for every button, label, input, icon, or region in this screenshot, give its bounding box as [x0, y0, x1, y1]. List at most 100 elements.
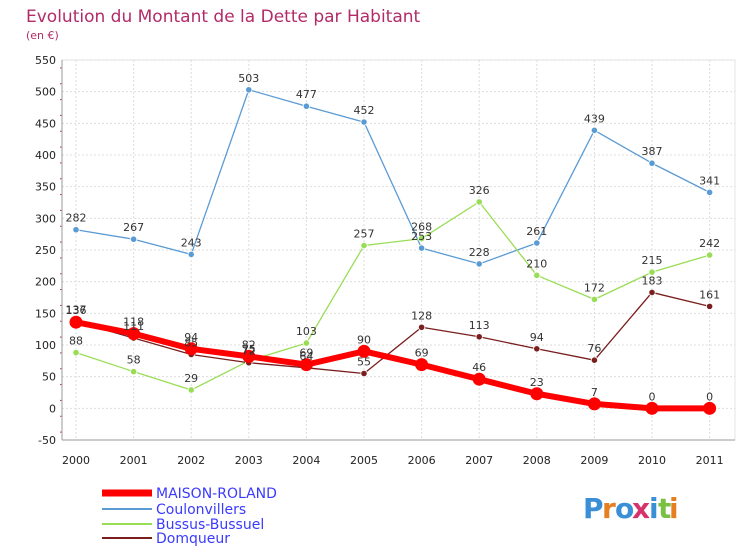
data-point — [590, 126, 599, 134]
data-label: 210 — [526, 257, 547, 270]
logo-letter: r — [602, 492, 616, 525]
y-tick-label: 550 — [35, 54, 56, 67]
data-label: 111 — [123, 320, 144, 333]
data-point — [475, 260, 483, 268]
x-tick-label: 2001 — [120, 454, 148, 467]
series-line-maison-roland — [73, 319, 713, 412]
data-point — [360, 118, 368, 126]
y-tick-label: 350 — [35, 181, 56, 194]
logo-letter: o — [615, 492, 634, 525]
data-point — [417, 244, 426, 252]
x-tick-label: 2006 — [408, 454, 436, 467]
data-label: 118 — [123, 316, 144, 329]
legend-entry: MAISON-ROLAND — [156, 486, 277, 502]
data-label: 326 — [469, 184, 490, 197]
data-label: 82 — [242, 338, 256, 351]
data-label: 387 — [642, 145, 663, 158]
x-tick-label: 2003 — [235, 454, 263, 467]
data-point — [360, 241, 368, 250]
data-label: 268 — [411, 221, 432, 234]
data-label: 75 — [242, 343, 256, 356]
logo-letter: x — [632, 492, 650, 525]
data-label: 503 — [238, 72, 259, 85]
data-label: 90 — [357, 333, 371, 346]
data-point — [360, 369, 368, 378]
data-point — [533, 239, 541, 247]
x-tick-label: 2000 — [62, 454, 90, 467]
data-label: 282 — [66, 212, 87, 225]
series-layer — [69, 86, 717, 415]
data-point — [475, 198, 483, 206]
data-point — [705, 302, 714, 310]
logo-letter: i — [669, 492, 679, 525]
x-tick-label: 2010 — [638, 454, 666, 467]
data-label: 257 — [354, 228, 375, 241]
data-point — [245, 86, 253, 94]
data-point — [187, 250, 195, 259]
data-point — [533, 271, 541, 279]
data-point — [187, 386, 195, 394]
data-label: 113 — [469, 319, 490, 332]
data-label: 228 — [469, 246, 490, 259]
data-point — [72, 226, 80, 234]
data-label: 261 — [526, 225, 547, 238]
y-tick-label: 500 — [35, 86, 56, 99]
y-tick-label: 200 — [35, 276, 56, 289]
y-tick-label: 400 — [35, 149, 56, 162]
data-label: 29 — [184, 372, 198, 385]
data-point — [299, 358, 313, 372]
data-label: 94 — [530, 331, 544, 344]
logo-letter: i — [649, 492, 659, 525]
y-tick-label: 150 — [35, 307, 56, 320]
data-label: 0 — [649, 390, 656, 403]
y-tick-label: -50 — [38, 434, 56, 447]
data-label: 23 — [530, 376, 544, 389]
logo-letter: P — [583, 492, 604, 525]
data-point — [415, 358, 429, 372]
data-point — [533, 345, 541, 353]
data-point — [184, 342, 198, 356]
x-tick-label: 2004 — [292, 454, 320, 467]
data-point — [475, 333, 483, 341]
data-label: 46 — [472, 361, 486, 374]
x-tick-label: 2007 — [465, 454, 493, 467]
series-line-coulonvillers — [75, 89, 711, 265]
data-point — [127, 327, 141, 341]
data-point — [302, 102, 310, 110]
y-tick-label: 50 — [42, 371, 56, 384]
data-point — [357, 344, 371, 358]
data-label: 253 — [411, 230, 432, 243]
data-label: 55 — [357, 356, 371, 369]
data-label: 136 — [66, 304, 87, 317]
y-tick-label: 100 — [35, 339, 56, 352]
data-point — [417, 235, 426, 243]
data-label: 94 — [184, 331, 198, 344]
data-point — [72, 348, 80, 357]
data-label: 76 — [587, 342, 601, 355]
data-point — [242, 349, 256, 363]
data-label: 477 — [296, 88, 317, 101]
data-label: 88 — [69, 335, 83, 348]
y-tick-label: 250 — [35, 244, 56, 257]
legend-entry: Coulonvillers — [156, 502, 246, 518]
data-label: 64 — [299, 350, 313, 363]
data-point — [705, 251, 714, 259]
x-tick-label: 2008 — [523, 454, 551, 467]
data-point — [590, 295, 599, 303]
data-point — [130, 235, 138, 243]
axes: -500501001502002503003504004505005502000… — [35, 54, 735, 467]
y-tick-label: 0 — [49, 402, 56, 415]
data-label: 128 — [411, 309, 432, 322]
data-label: 72 — [242, 345, 256, 358]
grid — [61, 59, 736, 441]
chart-subtitle: (en €) — [26, 29, 59, 42]
legend: MAISON-ROLANDCoulonvillersBussus-Bussuel… — [102, 486, 277, 547]
data-label: 7 — [591, 386, 598, 399]
data-point — [130, 367, 138, 376]
data-label: 137 — [66, 304, 87, 317]
x-tick-label: 2009 — [580, 454, 608, 467]
data-label: 242 — [699, 237, 720, 250]
data-point — [472, 372, 486, 386]
data-point — [417, 323, 426, 331]
